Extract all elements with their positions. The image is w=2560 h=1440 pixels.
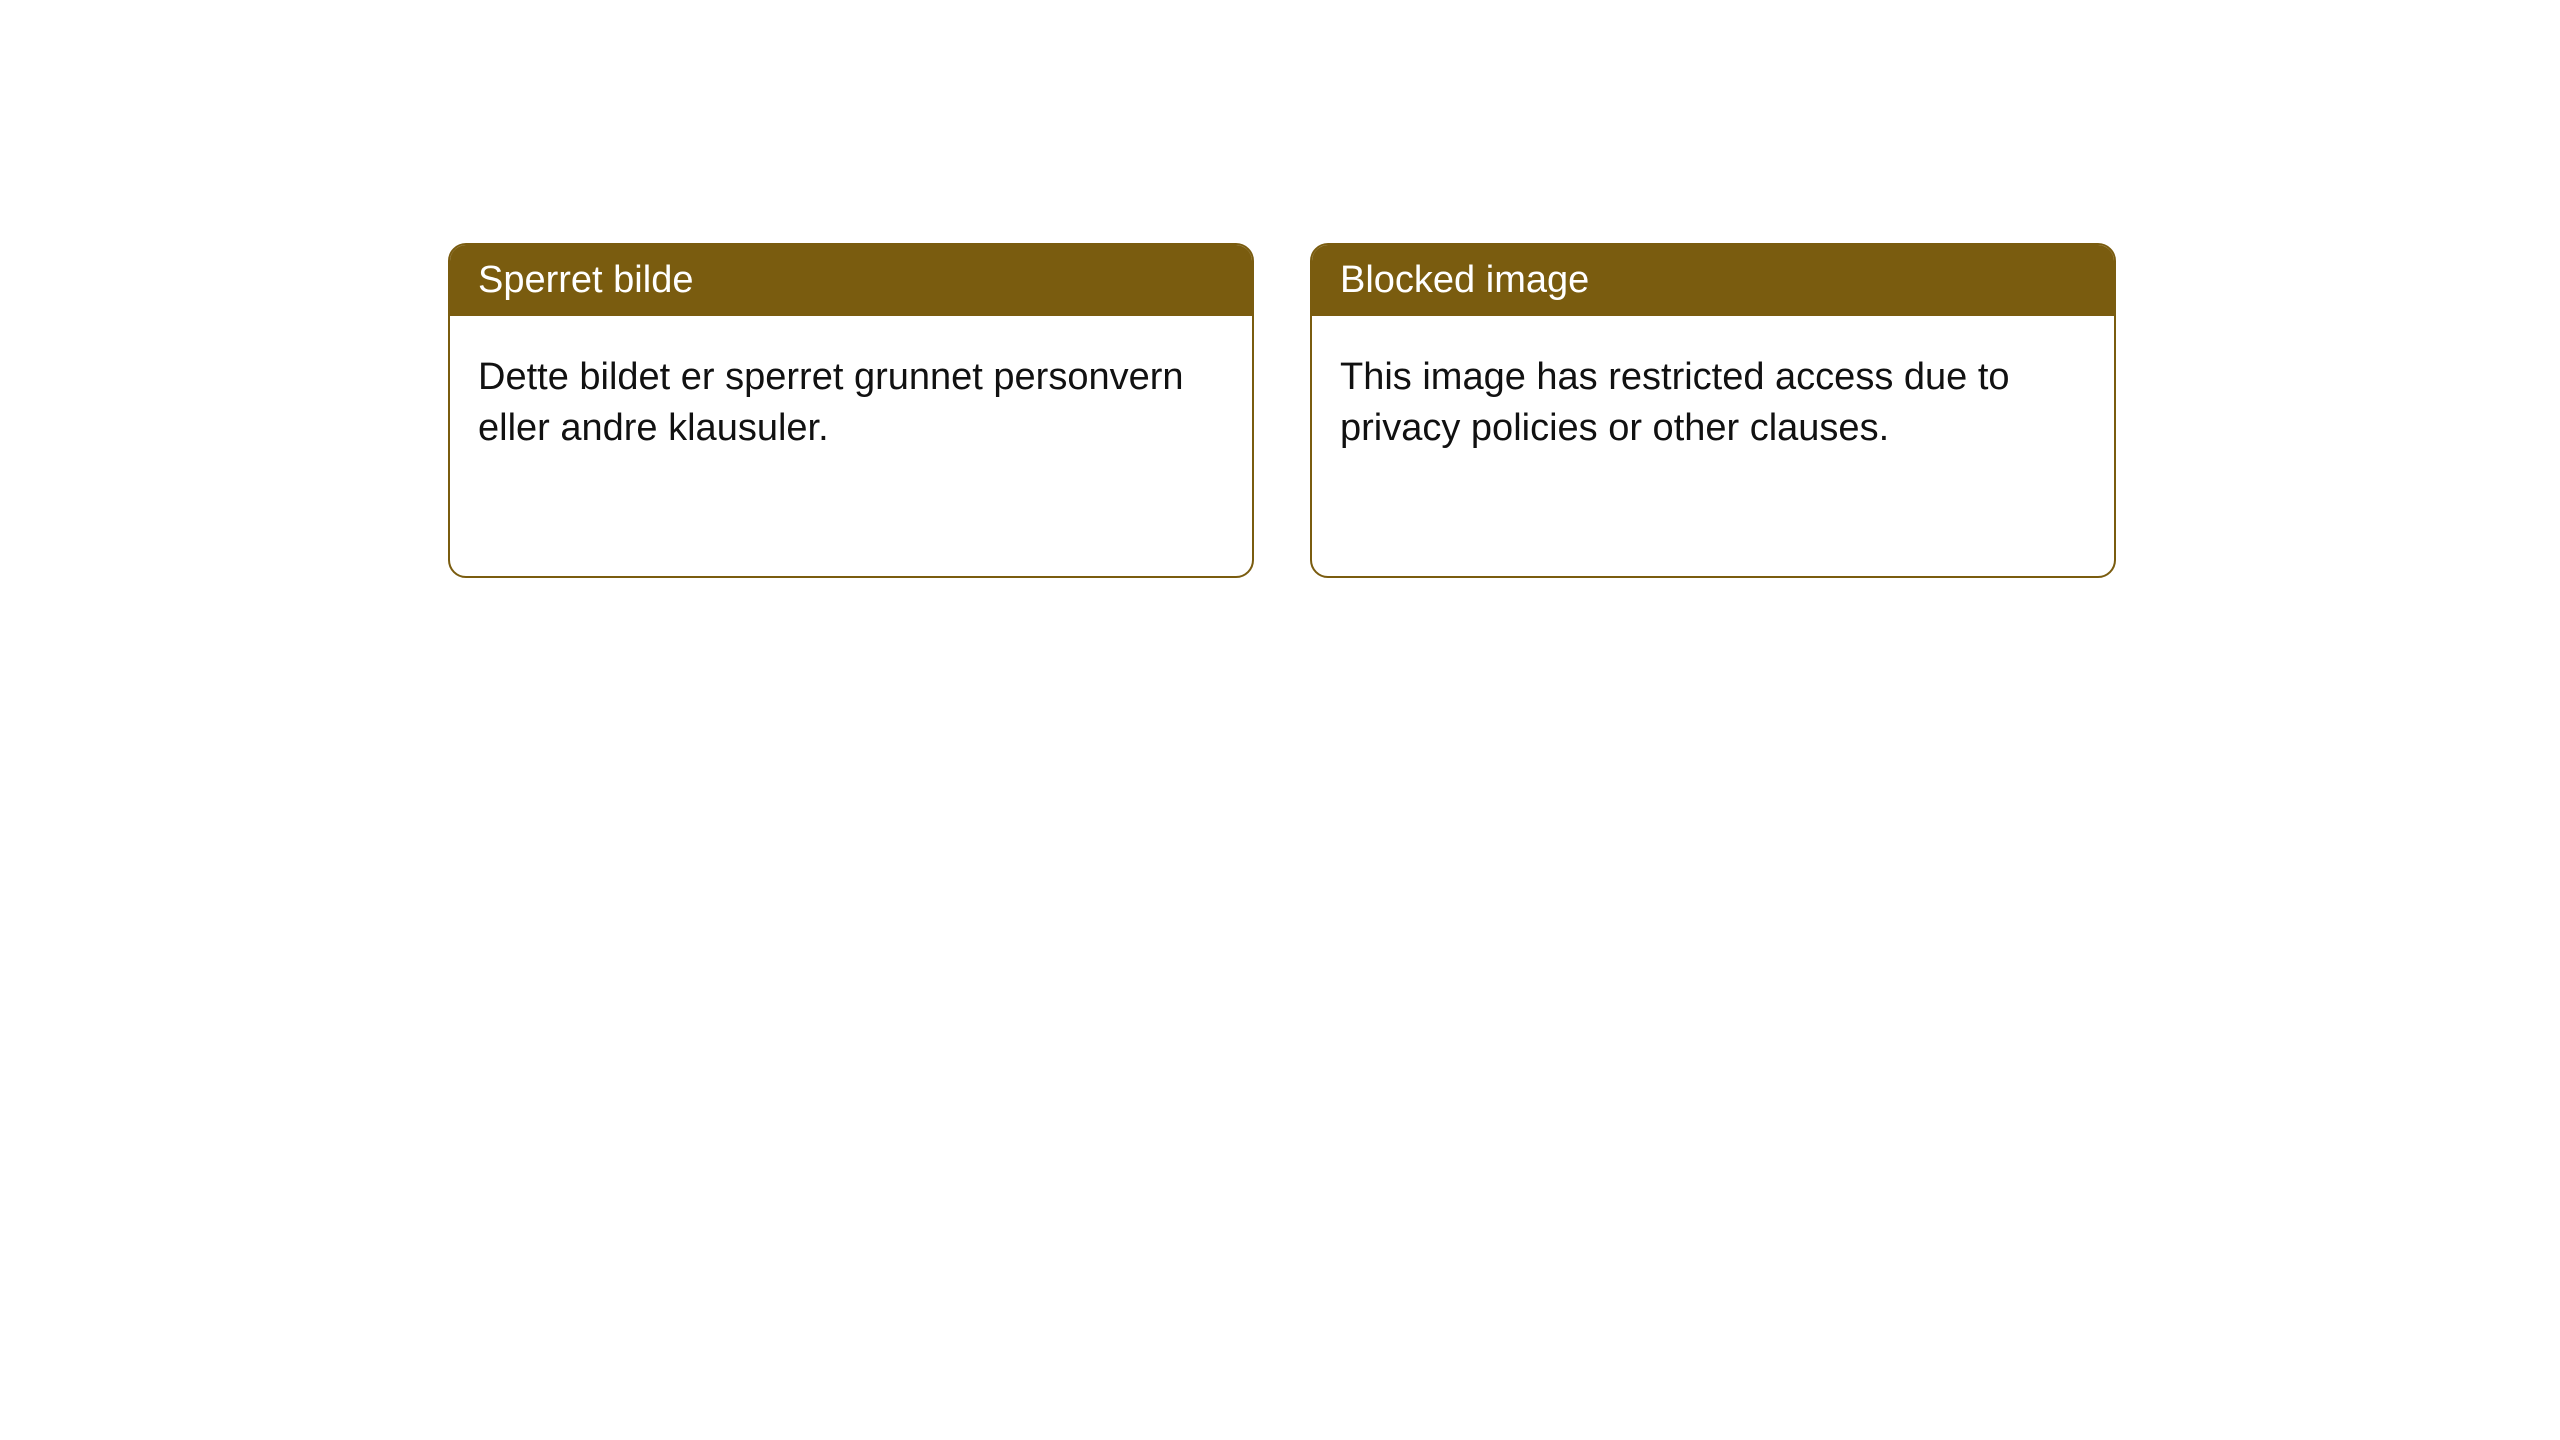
notice-body-text: Dette bildet er sperret grunnet personve…: [478, 356, 1184, 449]
notice-body-text: This image has restricted access due to …: [1340, 356, 2010, 449]
notice-title: Sperret bilde: [478, 259, 693, 301]
notice-header: Sperret bilde: [450, 245, 1252, 316]
notice-box-english: Blocked image This image has restricted …: [1310, 243, 2116, 578]
notice-header: Blocked image: [1312, 245, 2114, 316]
notice-container: Sperret bilde Dette bildet er sperret gr…: [448, 243, 2116, 578]
notice-title: Blocked image: [1340, 259, 1589, 301]
notice-box-norwegian: Sperret bilde Dette bildet er sperret gr…: [448, 243, 1254, 578]
notice-body: Dette bildet er sperret grunnet personve…: [450, 316, 1252, 491]
notice-body: This image has restricted access due to …: [1312, 316, 2114, 491]
